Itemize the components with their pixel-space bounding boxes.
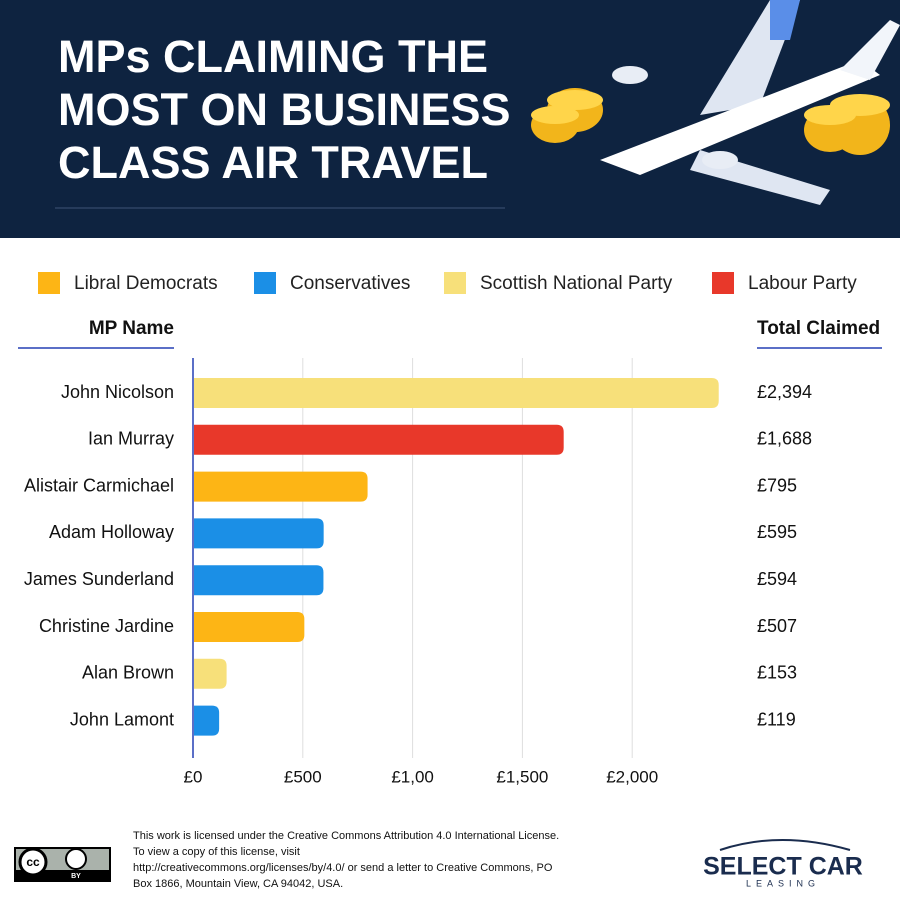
value-label: £2,394	[757, 382, 812, 402]
value-header: Total Claimed	[757, 318, 880, 339]
license-text: Box 1866, Mountain View, CA 94042, USA.	[133, 878, 343, 890]
legend-label: Conservatives	[290, 273, 410, 294]
x-tick-label: £1,00	[391, 767, 434, 786]
legend-swatch	[38, 272, 60, 294]
legend-label: Labour Party	[748, 273, 857, 294]
license-text: http://creativecommons.org/licenses/by/4…	[133, 862, 553, 874]
value-label: £153	[757, 663, 797, 683]
bar	[193, 518, 324, 549]
category-label: Adam Holloway	[49, 522, 174, 542]
value-label: £795	[757, 475, 797, 495]
value-label: £1,688	[757, 429, 812, 449]
cc-badge: cc BY	[14, 847, 111, 882]
category-label: John Lamont	[70, 709, 174, 729]
badge-by: BY	[71, 873, 81, 880]
x-tick-label: £0	[184, 767, 203, 786]
x-tick-label: £2,000	[606, 767, 658, 786]
license-text: This work is licensed under the Creative…	[133, 830, 559, 842]
logo-sub: LEASING	[746, 878, 820, 888]
legend-label: Scottish National Party	[480, 273, 673, 294]
category-label: Alistair Carmichael	[24, 475, 174, 495]
category-label: Ian Murray	[88, 429, 174, 449]
value-label: £595	[757, 522, 797, 542]
bar	[193, 612, 305, 642]
logo-swoosh	[719, 839, 851, 851]
x-tick-label: £1,500	[496, 767, 548, 786]
bar	[193, 378, 719, 408]
logo-main: SELECT CAR	[703, 853, 863, 881]
category-label: James Sunderland	[24, 569, 174, 589]
value-label: £594	[757, 569, 797, 589]
airplane-illustration	[531, 0, 900, 205]
value-label: £119	[757, 709, 796, 729]
bar	[193, 658, 227, 689]
title-line: MOST ON BUSINESS	[58, 84, 511, 135]
category-header: MP Name	[89, 318, 174, 339]
legend-swatch	[444, 272, 466, 294]
bar	[193, 565, 324, 596]
value-label: £507	[757, 616, 797, 636]
category-label: Alan Brown	[82, 663, 174, 683]
bar	[193, 424, 564, 455]
bar	[193, 705, 220, 736]
category-label: Christine Jardine	[39, 616, 174, 636]
title-line: CLASS AIR TRAVEL	[58, 137, 488, 188]
license-text: To view a copy of this license, visit	[133, 846, 300, 858]
legend-label: Libral Democrats	[74, 273, 218, 294]
x-tick-label: £500	[284, 767, 322, 786]
legend-swatch	[254, 272, 276, 294]
title-line: MPs CLAIMING THE	[58, 31, 488, 82]
badge-cc: cc	[26, 855, 40, 869]
bar	[193, 471, 368, 502]
category-label: John Nicolson	[61, 382, 174, 402]
legend-swatch	[712, 272, 734, 294]
